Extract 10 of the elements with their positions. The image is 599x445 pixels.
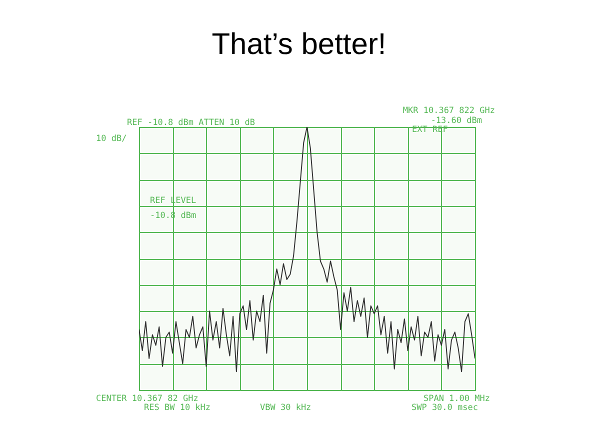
text: 10 dB/ — [96, 134, 127, 144]
text: SPAN 1.00 MHz — [423, 394, 490, 404]
text: MKR 10.367 822 GHz — [402, 106, 495, 116]
text: CENTER 10.367 82 GHz — [96, 394, 198, 404]
text: -13.60 dBm — [430, 116, 482, 126]
text: VBW 30 kHz — [260, 403, 312, 413]
chart-title: That’s better! — [212, 28, 386, 61]
text: SWP 30.0 msec — [411, 403, 478, 413]
annotation: REF -10.8 dBm ATTEN 10 dB — [127, 118, 255, 128]
text: RES BW 10 kHz — [144, 403, 211, 413]
